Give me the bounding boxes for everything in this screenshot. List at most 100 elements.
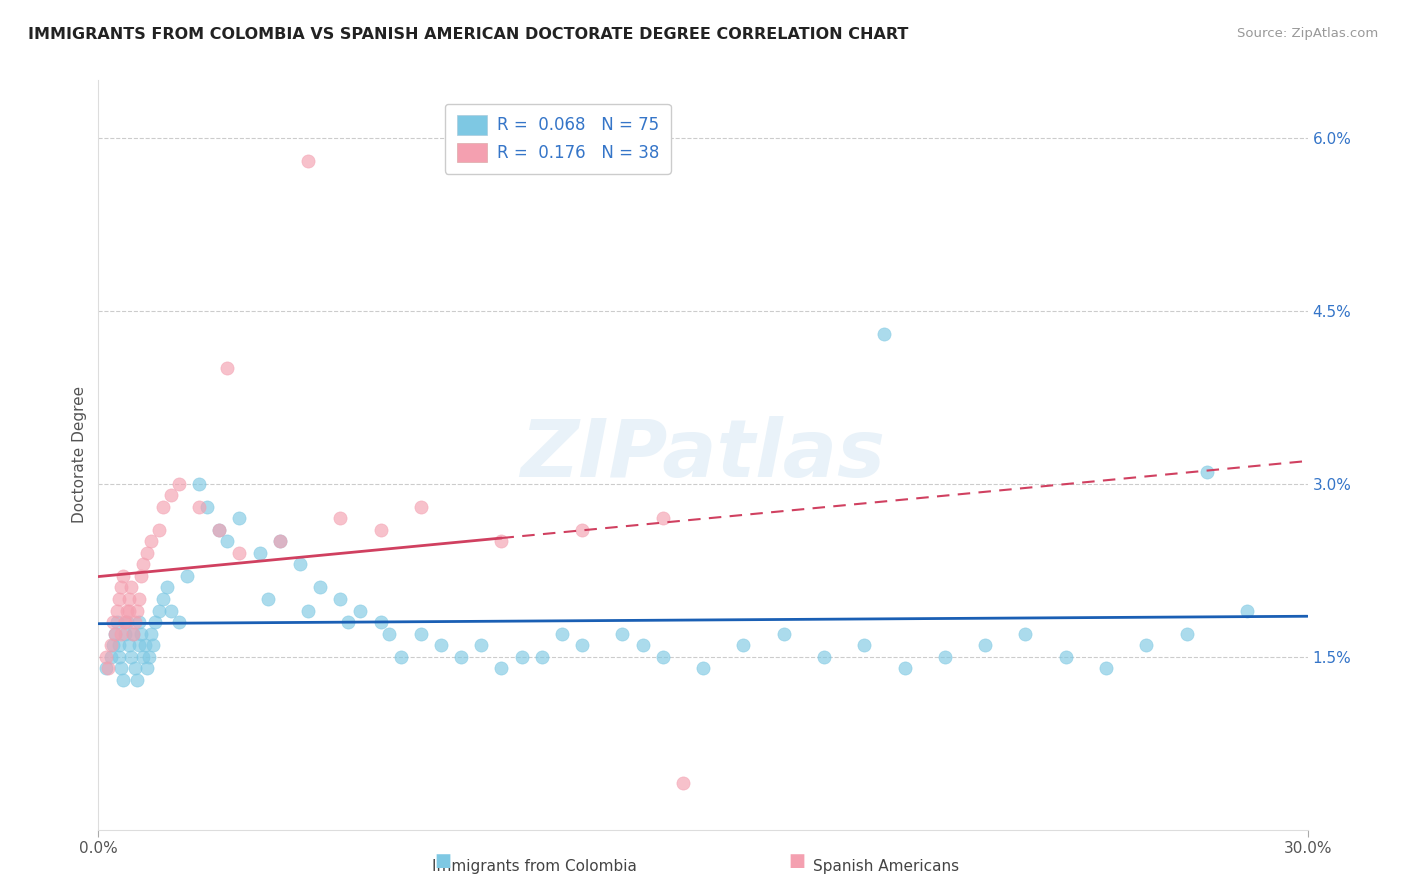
Text: Immigrants from Colombia: Immigrants from Colombia (432, 859, 637, 874)
Point (934, 649, 956, 664)
Text: Spanish Americans: Spanish Americans (813, 859, 959, 874)
Point (1135, 638, 1157, 652)
Point (974, 638, 997, 652)
Point (129, 569, 152, 583)
Point (612, 626, 634, 640)
Point (134, 638, 156, 652)
Point (118, 638, 141, 652)
Point (148, 523, 170, 537)
Point (228, 546, 250, 560)
Point (377, 626, 399, 640)
Point (160, 488, 183, 502)
Point (105, 603, 128, 617)
Point (135, 546, 157, 560)
Text: ■: ■ (789, 852, 806, 870)
Point (631, 638, 654, 652)
Point (118, 592, 141, 607)
Point (111, 673, 134, 687)
Point (530, 649, 553, 664)
Point (188, 476, 211, 491)
Point (208, 523, 231, 537)
Point (152, 500, 174, 514)
Point (142, 638, 165, 652)
Point (139, 534, 162, 549)
Point (288, 558, 311, 572)
Point (651, 649, 673, 664)
Point (135, 661, 157, 675)
Point (176, 569, 198, 583)
Point (853, 638, 876, 652)
Point (1236, 603, 1258, 617)
Point (329, 511, 352, 525)
Point (256, 592, 278, 607)
Point (329, 592, 352, 607)
Point (111, 569, 134, 583)
Point (813, 649, 835, 664)
Point (269, 534, 291, 549)
Point (121, 626, 143, 640)
Point (128, 638, 150, 652)
Point (297, 603, 319, 617)
Point (107, 649, 129, 664)
Point (208, 523, 231, 537)
Point (110, 626, 132, 640)
Point (125, 603, 148, 617)
Point (349, 603, 371, 617)
Point (167, 476, 190, 491)
Point (491, 661, 513, 675)
Point (103, 626, 125, 640)
Point (772, 626, 794, 640)
Point (132, 558, 155, 572)
Y-axis label: Doctorate Degree: Doctorate Degree (72, 386, 87, 524)
Point (1175, 626, 1198, 640)
Point (114, 615, 136, 629)
Text: IMMIGRANTS FROM COLOMBIA VS SPANISH AMERICAN DOCTORATE DEGREE CORRELATION CHART: IMMIGRANTS FROM COLOMBIA VS SPANISH AMER… (28, 27, 908, 42)
Point (100, 649, 122, 664)
Point (470, 638, 492, 652)
Point (114, 626, 136, 640)
Point (120, 649, 142, 664)
Point (551, 626, 574, 640)
Point (893, 661, 915, 675)
Point (337, 615, 360, 629)
Point (510, 649, 533, 664)
Point (120, 581, 142, 595)
Point (139, 626, 162, 640)
Point (571, 523, 593, 537)
Point (450, 649, 472, 664)
Point (110, 581, 132, 595)
Point (692, 661, 714, 675)
Point (148, 603, 170, 617)
Point (97, 661, 120, 675)
Point (132, 649, 155, 664)
Point (105, 615, 128, 629)
Point (217, 361, 239, 376)
Point (156, 581, 179, 595)
Point (733, 638, 755, 652)
Point (195, 500, 218, 514)
Point (124, 661, 146, 675)
Point (370, 615, 392, 629)
Point (160, 603, 183, 617)
Legend: R =  0.068   N = 75, R =  0.176   N = 38: R = 0.068 N = 75, R = 0.176 N = 38 (446, 103, 671, 174)
Point (96, 649, 118, 664)
Point (297, 153, 319, 168)
Point (103, 626, 125, 640)
Point (228, 511, 250, 525)
Point (128, 615, 150, 629)
Point (409, 500, 432, 514)
Point (125, 673, 148, 687)
Point (129, 626, 152, 640)
Point (114, 615, 136, 629)
Point (249, 546, 271, 560)
Point (107, 638, 129, 652)
Point (110, 661, 132, 675)
Point (115, 615, 138, 629)
Point (100, 638, 122, 652)
Point (124, 615, 146, 629)
Point (672, 776, 695, 790)
Point (430, 638, 453, 652)
Point (1054, 649, 1077, 664)
Point (217, 534, 239, 549)
Point (101, 615, 124, 629)
